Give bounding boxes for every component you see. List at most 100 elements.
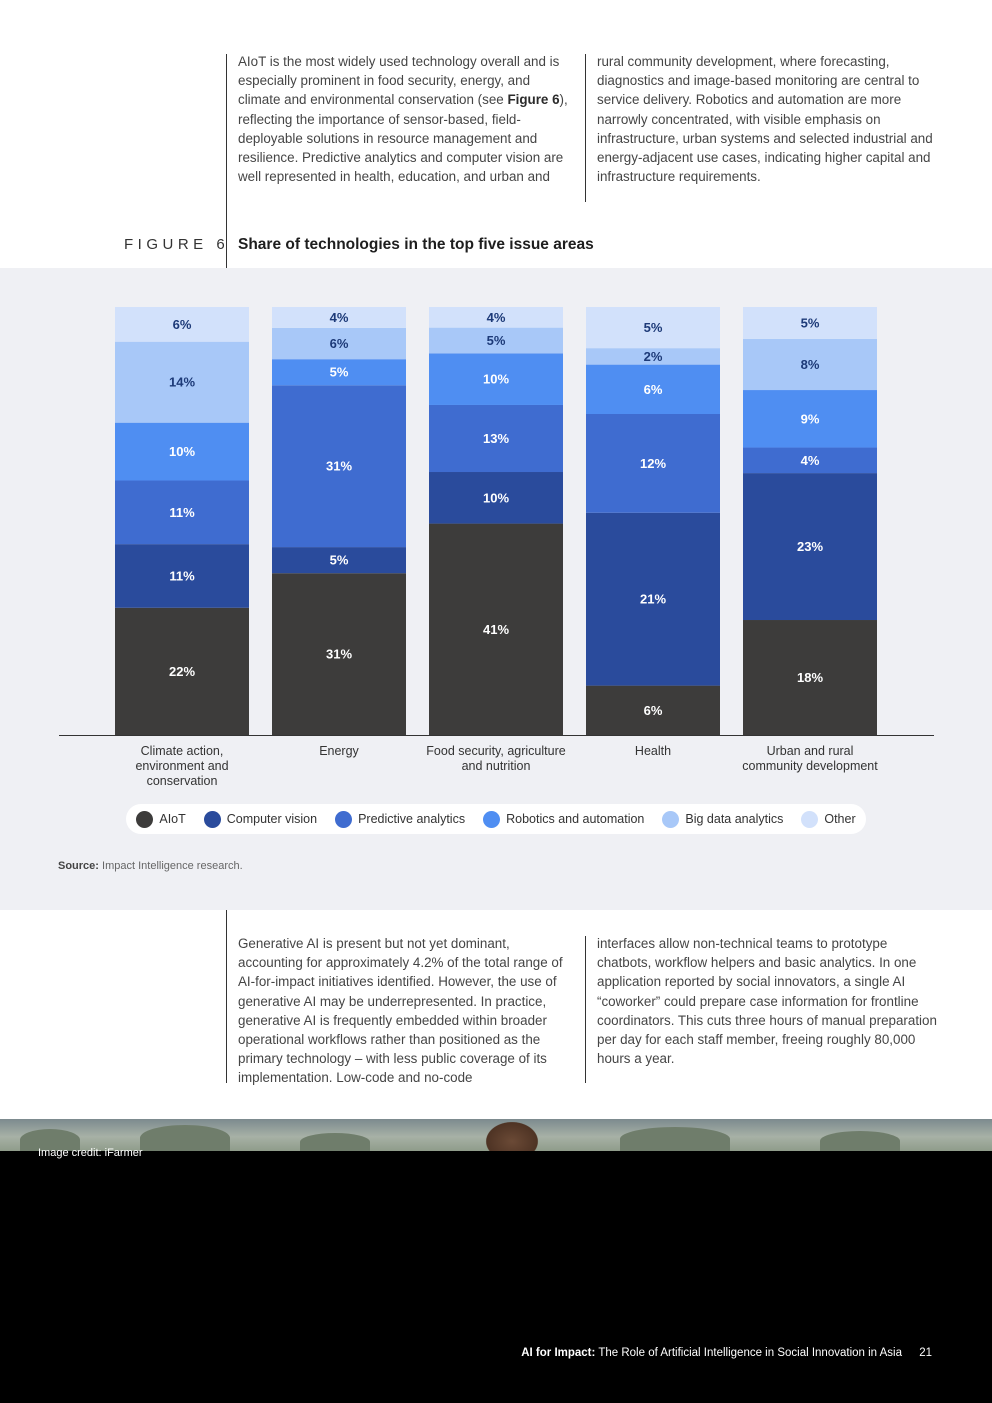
source-note: Source: Impact Intelligence research.: [58, 860, 243, 872]
bar-segment: [115, 307, 249, 342]
data-label: 6%: [644, 703, 663, 718]
bar-segment: [586, 307, 720, 349]
data-label: 11%: [169, 568, 195, 583]
bar-segment: [586, 364, 720, 414]
data-label: 6%: [644, 382, 663, 397]
bar-segment: [429, 353, 563, 405]
legend-item: Predictive analytics: [335, 810, 466, 828]
footer-title: AI for Impact:: [521, 1347, 596, 1359]
category-label: Climate action, environment and conserva…: [135, 744, 229, 788]
intro-left-rule: [226, 54, 227, 268]
data-label: 2%: [644, 349, 663, 364]
chart-legend: AIoT Computer vision Predictive analytics R…: [126, 804, 866, 834]
data-label: 11%: [169, 505, 195, 520]
bar-segment: [429, 307, 563, 328]
legend-label: Other: [824, 812, 856, 826]
data-label: 9%: [801, 411, 820, 426]
bar-segment: [115, 607, 249, 735]
intro-col1-pre: AIoT is the most widely used technology …: [238, 54, 560, 108]
legend-item: Other: [801, 810, 856, 828]
footer-subtitle: The Role of Artificial Intelligence in S…: [598, 1347, 902, 1359]
bar-segment: [586, 348, 720, 365]
data-label: 21%: [640, 592, 666, 607]
bar-segment: [743, 620, 877, 735]
category-label: Food security, agriculture and nutrition: [426, 744, 566, 773]
data-label: 4%: [487, 310, 506, 325]
legend-label: Predictive analytics: [358, 812, 466, 826]
data-label: 5%: [330, 553, 349, 568]
bar-segment: [272, 307, 406, 328]
bar-segment: [115, 480, 249, 545]
data-label: 41%: [483, 622, 509, 637]
stacked-bar-chart: 22% 11% 11% 10% 14% 6% 31% 5% 31% 5% 6% 4% 41% 10% 13%…: [59, 307, 934, 736]
body-left-rule: [226, 910, 227, 1083]
bar-segment: [586, 414, 720, 513]
legend-label: Big data analytics: [685, 812, 784, 826]
figure-label: FIGURE 6: [124, 236, 230, 253]
data-label: 5%: [330, 365, 349, 380]
data-label: 10%: [483, 490, 509, 505]
bar-segment: [429, 472, 563, 524]
bar-segment: [272, 573, 406, 735]
data-label: 31%: [326, 647, 352, 662]
bar-segment: [272, 327, 406, 360]
data-label: 12%: [640, 456, 666, 471]
legend-label: Computer vision: [226, 812, 318, 826]
body-column-1: Generative AI is present but not yet dom…: [238, 936, 563, 1086]
bar-segment: [115, 544, 249, 608]
intro-column-2: rural community development, where forec…: [597, 54, 933, 185]
legend-swatch: [136, 810, 154, 828]
chart-panel: 22% 11% 11% 10% 14% 6% 31% 5% 31% 5% 6% 4% 41% 10% 13%…: [0, 268, 992, 910]
data-label: 23%: [797, 539, 823, 554]
data-label: 18%: [797, 670, 823, 685]
bar-segment: [429, 327, 563, 354]
data-label: 5%: [487, 333, 506, 348]
figure-reference: Figure 6: [507, 92, 560, 108]
dark-footer-area: [0, 1151, 992, 1403]
data-label: 6%: [173, 317, 192, 332]
bar-segment: [743, 473, 877, 621]
bar-segment: [743, 307, 877, 339]
bar-segment: [429, 523, 563, 735]
legend-swatch: [801, 810, 819, 828]
source-text: Impact Intelligence research.: [102, 860, 243, 872]
bar-segment: [429, 404, 563, 473]
legend-item: Big data analytics: [662, 810, 784, 828]
legend-swatch: [483, 810, 501, 828]
category-label: Urban and rural community development: [742, 744, 878, 773]
bar-segment: [743, 390, 877, 448]
data-label: 4%: [330, 310, 349, 325]
page-number: 21: [919, 1347, 932, 1359]
body-middle-rule: [585, 936, 586, 1083]
bar-segment: [586, 685, 720, 735]
bar-segment: [743, 447, 877, 474]
figure-title: Share of technologies in the top five is…: [238, 236, 594, 253]
legend-label: Robotics and automation: [506, 812, 645, 826]
legend-swatch: [335, 810, 353, 828]
bar-segment: [115, 422, 249, 481]
data-label: 10%: [483, 372, 509, 387]
legend-swatch: [662, 810, 680, 828]
category-label: Energy: [319, 744, 359, 758]
bar-segment: [743, 338, 877, 391]
source-label: Source:: [58, 860, 99, 872]
intro-column-1: AIoT is the most widely used technology …: [238, 52, 568, 186]
legend-item: Computer vision: [203, 810, 318, 828]
photo-image: [0, 1119, 992, 1151]
page-footer: AI for Impact: The Role of Artificial In…: [521, 1347, 932, 1359]
legend-item: Robotics and automation: [483, 810, 645, 828]
legend-item: AIoT: [136, 810, 186, 828]
data-label: 13%: [483, 431, 509, 446]
legend-swatch: [203, 810, 221, 828]
intro-col1-post: ), reflecting the importance of sensor-b…: [238, 92, 568, 185]
data-label: 5%: [644, 320, 663, 335]
data-label: 31%: [326, 459, 352, 474]
image-credit: Image credit: iFarmer: [38, 1147, 143, 1159]
bar-segment: [272, 359, 406, 386]
data-label: 8%: [801, 357, 820, 372]
bar-segment: [272, 385, 406, 548]
data-label: 14%: [169, 375, 195, 390]
bar-segment: [586, 512, 720, 686]
data-label: 10%: [169, 444, 195, 459]
legend-label: AIoT: [159, 812, 186, 826]
